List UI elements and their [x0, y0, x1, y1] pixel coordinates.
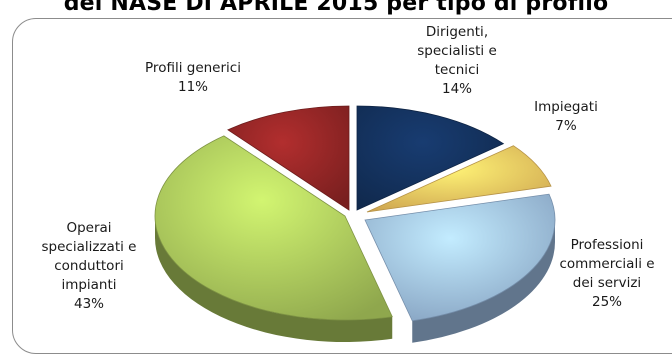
pie-slice	[364, 193, 556, 322]
pie-slice	[366, 145, 552, 213]
pie-slice-label: Impiegati 7%	[534, 99, 598, 134]
pie-slice-side	[155, 216, 393, 342]
pie-slice-label: Professioni commerciali e dei servizi 25%	[559, 237, 654, 310]
pie-slice	[227, 105, 350, 211]
pie-slice	[154, 135, 393, 321]
chart-title: del NASE DI APRILE 2015 per tipo di prof…	[63, 0, 609, 16]
pie-slice-label: Operai specializzati e conduttori impianti 4…	[42, 220, 137, 312]
pie-slice-label: Profili generici 11%	[145, 60, 241, 95]
pie-slice-side	[412, 220, 555, 343]
pie-slice-label: Dirigenti, specialisti e tecnici 14%	[417, 24, 497, 97]
pie-slice	[356, 105, 505, 211]
